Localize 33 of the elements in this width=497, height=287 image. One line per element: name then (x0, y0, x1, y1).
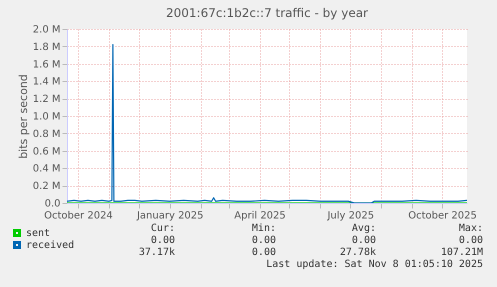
x-tick-label: October 2025 (408, 210, 477, 222)
y-tick-label: 1.2 M (32, 94, 60, 106)
text: Last update: Sat Nov 8 01:05:10 2025 (266, 259, 483, 270)
text: 0.00 (352, 235, 376, 246)
y-tick-label: 2.0 M (32, 24, 60, 36)
y-tick-label: 0.8 M (32, 128, 60, 140)
legend-label: sent (26, 228, 50, 239)
y-tick-label: 1.0 M (32, 112, 60, 122)
text: Min: (252, 223, 276, 234)
y-tick-label: 0.2 M (32, 181, 60, 192)
y-tick-label: 1.8 M (32, 42, 60, 53)
text: 0.00 (458, 235, 483, 246)
x-tick-label: April 2025 (234, 210, 286, 222)
x-tick-label: January 2025 (136, 210, 204, 222)
text: 0.00 (252, 235, 276, 246)
text: Cur: (150, 223, 175, 234)
text: 0.00 (150, 235, 175, 246)
text: 107.21M (440, 247, 483, 258)
text: 37.17k (138, 247, 175, 258)
text: Avg: (352, 223, 376, 234)
y-tick-label: 0.0 (44, 198, 60, 210)
y-tick-label: 1.6 M (32, 59, 60, 70)
y-axis-title: bits per second (16, 74, 30, 159)
y-tick-label: 0.6 M (32, 146, 60, 158)
legend-label: received (26, 240, 74, 251)
y-tick-label: 1.4 M (32, 76, 60, 88)
text: 27.78k (340, 247, 376, 258)
x-tick-label: October 2024 (44, 210, 113, 222)
text: Max: (458, 223, 483, 234)
chart-title: 2001:67c:1b2c::7 traffic - by year (166, 6, 368, 20)
text: 0.00 (252, 247, 276, 258)
y-tick-label: 0.4 M (32, 164, 60, 175)
x-tick-label: July 2025 (326, 210, 374, 222)
